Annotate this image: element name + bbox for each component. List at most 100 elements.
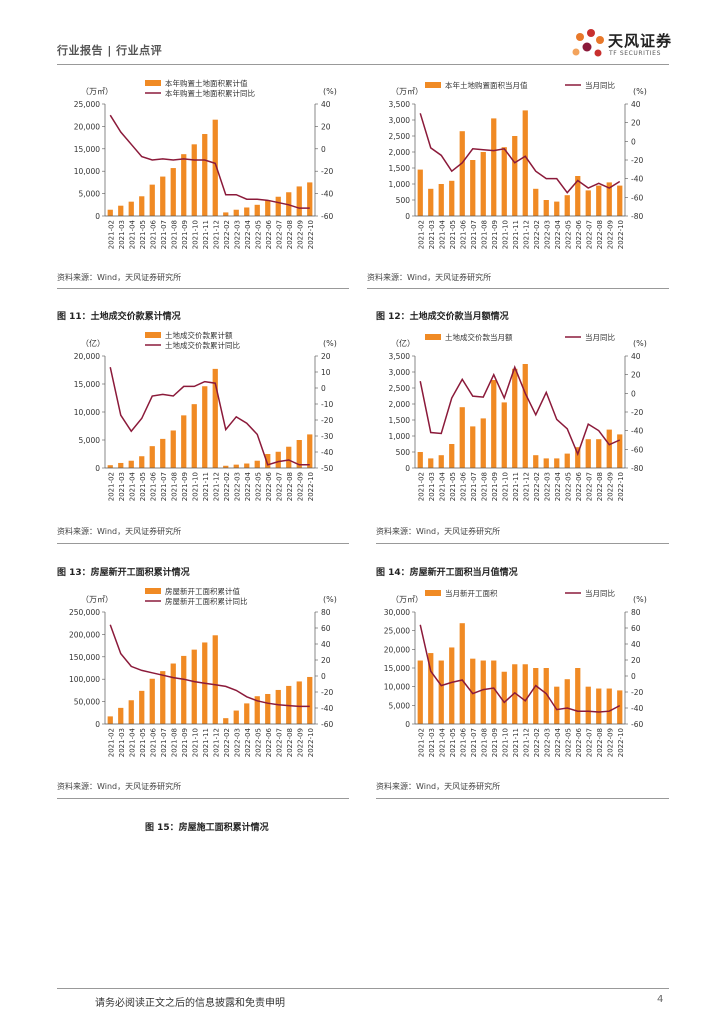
left-tick-label: 20,000 <box>74 122 100 131</box>
bar <box>606 688 612 724</box>
x-tick-label: 2021-05 <box>139 220 147 249</box>
legend-line-label: 当月同比 <box>585 80 615 90</box>
left-tick-label: 10,000 <box>74 167 100 176</box>
chart-land-purchase-cumulative: （万㎡） (%) 本年购置土地面积累计值 本年购置土地面积累计同比 0 5,000 10,0… <box>55 76 355 266</box>
x-tick-label: 2022-04 <box>244 727 252 757</box>
right-tick-label: 20 <box>321 122 331 131</box>
bar <box>543 458 549 468</box>
x-tick-label: 2022-07 <box>275 472 283 501</box>
x-tick-label: 2021-08 <box>480 472 488 501</box>
x-tick-label: 2022-02 <box>223 472 231 501</box>
x-tick-label: 2021-03 <box>118 220 126 249</box>
tf-securities-logo-icon <box>572 29 604 57</box>
x-tick-label: 2022-08 <box>596 472 604 501</box>
x-tick-label: 2022-04 <box>244 219 252 249</box>
x-tick-label: 2022-10 <box>617 728 625 757</box>
x-tick-label: 2021-11 <box>202 220 210 249</box>
x-tick-label: 2021-06 <box>149 727 157 757</box>
left-tick-label: 10,000 <box>74 408 100 417</box>
bar <box>564 679 570 724</box>
bar <box>244 207 250 216</box>
bar <box>617 434 623 468</box>
left-axis-unit: （万㎡） <box>391 595 423 604</box>
x-tick-label: 2021-07 <box>470 728 478 757</box>
x-tick-label: 2021-04 <box>128 219 136 249</box>
legend-line-label: 土地成交价款累计同比 <box>165 340 240 350</box>
bar <box>107 716 113 724</box>
left-tick-label: 2,000 <box>389 148 411 157</box>
bar <box>417 660 423 724</box>
x-tick-label: 2022-05 <box>254 472 262 501</box>
source-note: 资料来源：Wind，天风证券研究所 <box>57 527 182 536</box>
left-axis-unit: （亿） <box>391 338 415 348</box>
bar <box>585 686 591 724</box>
right-tick-label: -20 <box>631 688 643 697</box>
bar <box>543 668 549 724</box>
left-tick-label: 25,000 <box>384 627 410 636</box>
x-tick-label: 2021-06 <box>149 219 157 249</box>
x-tick-label: 2022-07 <box>275 728 283 757</box>
bar <box>522 364 528 468</box>
right-axis-unit: (%) <box>633 87 647 96</box>
bar <box>191 649 197 724</box>
page-number: 4 <box>657 994 664 1005</box>
left-tick-label: 0 <box>405 212 410 221</box>
legend-line-label: 房屋新开工面积累计同比 <box>165 596 248 606</box>
right-axis-unit: (%) <box>633 595 647 604</box>
bar <box>533 455 539 468</box>
bar <box>470 426 476 468</box>
x-tick-label: 2022-06 <box>575 471 583 501</box>
right-tick-label: 0 <box>631 389 636 398</box>
left-tick-label: 30,000 <box>384 608 410 617</box>
bar <box>160 176 166 216</box>
x-tick-label: 2021-11 <box>202 728 210 757</box>
bar <box>286 446 292 468</box>
legend-line-label: 当月同比 <box>585 588 615 598</box>
x-tick-label: 2021-10 <box>191 472 199 501</box>
bar <box>128 460 134 468</box>
bar <box>606 182 612 216</box>
right-tick-label: -20 <box>631 156 643 165</box>
left-tick-label: 2,500 <box>389 132 411 141</box>
x-tick-label: 2022-09 <box>606 220 614 249</box>
bar <box>449 180 455 216</box>
left-tick-label: 50,000 <box>74 698 100 707</box>
x-tick-label: 2021-04 <box>438 219 446 249</box>
bar <box>522 110 528 216</box>
bar <box>191 144 197 216</box>
bar <box>470 160 476 216</box>
bar <box>533 668 539 724</box>
x-tick-label: 2022-07 <box>275 220 283 249</box>
footer-divider <box>57 988 669 989</box>
bar <box>275 451 281 468</box>
right-axis-unit: (%) <box>323 339 337 348</box>
x-tick-label: 2022-08 <box>286 472 294 501</box>
x-tick-label: 2022-04 <box>554 471 562 501</box>
bar <box>428 653 434 724</box>
right-tick-label: -40 <box>321 448 333 457</box>
right-axis-unit: (%) <box>323 595 337 604</box>
bar <box>233 710 239 724</box>
legend-bar-swatch <box>145 588 161 594</box>
yoy-line <box>419 113 621 194</box>
left-tick-label: 15,000 <box>74 145 100 154</box>
legend-bar-swatch <box>425 590 441 596</box>
x-tick-label: 2022-07 <box>585 728 593 757</box>
x-tick-label: 2022-05 <box>564 220 572 249</box>
bar <box>170 168 176 216</box>
right-tick-label: 40 <box>631 640 641 649</box>
left-tick-label: 0 <box>95 720 100 729</box>
brand-name-cn: 天风证券 <box>608 32 673 50</box>
right-tick-label: 60 <box>321 624 331 633</box>
bar <box>118 205 124 216</box>
bar <box>170 430 176 468</box>
bar <box>543 200 549 216</box>
divider <box>376 798 669 799</box>
bar <box>212 635 218 724</box>
left-tick-label: 250,000 <box>69 608 100 617</box>
bar <box>254 204 260 216</box>
left-tick-label: 500 <box>396 196 411 205</box>
bar <box>254 696 260 724</box>
